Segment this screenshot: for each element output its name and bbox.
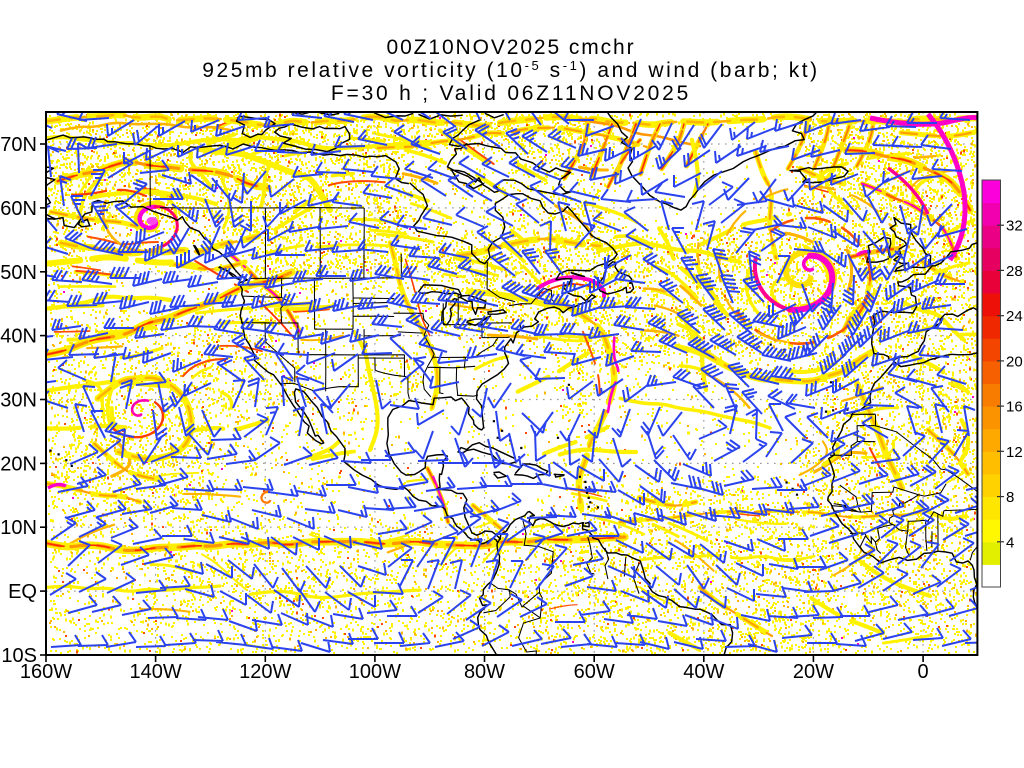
svg-text:28: 28 [1006,263,1023,280]
svg-text:8: 8 [1006,489,1014,506]
svg-text:70N: 70N [0,134,37,156]
svg-text:12: 12 [1006,444,1023,461]
svg-text:60W: 60W [574,661,615,683]
svg-text:40W: 40W [683,661,724,683]
svg-text:20W: 20W [793,661,834,683]
svg-text:10S: 10S [1,645,37,667]
svg-text:40N: 40N [0,326,37,348]
svg-text:160W: 160W [20,661,72,683]
svg-text:EQ: EQ [8,581,37,603]
svg-text:20: 20 [1006,353,1023,370]
svg-text:60N: 60N [0,198,37,220]
svg-text:4: 4 [1006,534,1014,551]
svg-text:24: 24 [1006,308,1023,325]
svg-text:140W: 140W [129,661,181,683]
svg-text:50N: 50N [0,262,37,284]
svg-text:00Z10NOV2025 cmchr: 00Z10NOV2025 cmchr [387,36,636,59]
svg-text:32: 32 [1006,218,1023,235]
svg-text:80W: 80W [464,661,505,683]
svg-text:100W: 100W [349,661,401,683]
svg-text:925mb relative vorticity (10-5: 925mb relative vorticity (10-5 s-1) and … [202,58,819,83]
svg-text:16: 16 [1006,399,1023,416]
svg-text:F=30 h ; Valid 06Z11NOV2025: F=30 h ; Valid 06Z11NOV2025 [331,82,691,105]
svg-text:30N: 30N [0,390,37,412]
svg-text:10N: 10N [0,517,37,539]
svg-text:120W: 120W [239,661,291,683]
svg-text:20N: 20N [0,453,37,475]
svg-text:0: 0 [918,661,929,683]
